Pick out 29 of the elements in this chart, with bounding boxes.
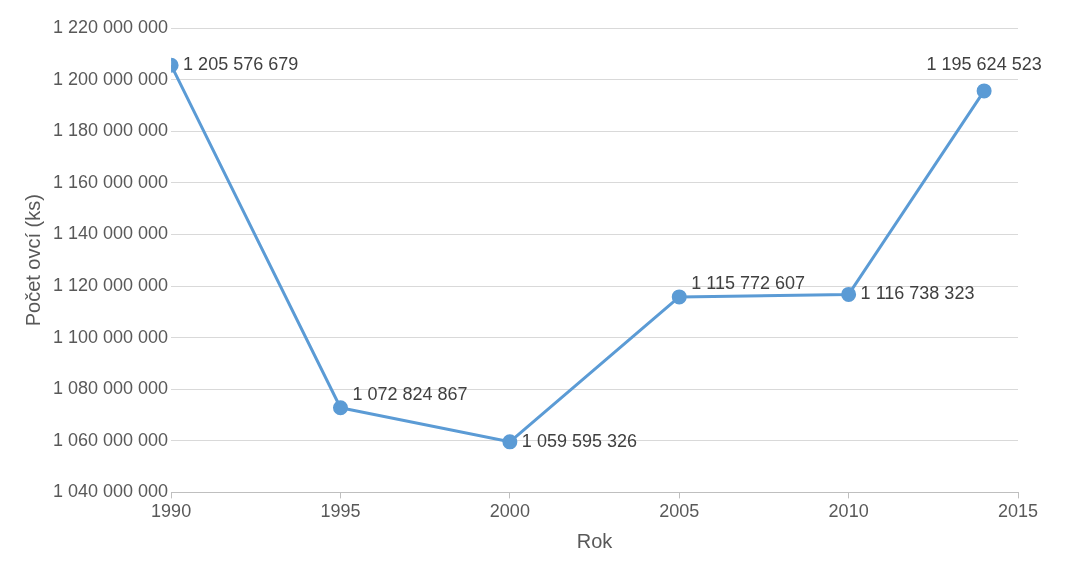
y-tick-label: 1 120 000 000 (52, 274, 169, 295)
point (502, 434, 518, 450)
y-tick-label: 1 160 000 000 (52, 171, 169, 192)
y-tick-label: 1 200 000 000 (52, 68, 169, 89)
y-tick-label: 1 060 000 000 (52, 429, 169, 450)
x-tick-label: 2010 (828, 501, 869, 522)
point (976, 83, 992, 99)
point (332, 400, 348, 416)
y-tick-label: 1 040 000 000 (52, 481, 169, 502)
y-tick-label: 1 100 000 000 (52, 326, 169, 347)
x-tick-label: 2000 (489, 501, 530, 522)
y-tick-label: 1 140 000 000 (52, 223, 169, 244)
data-label: 1 072 824 867 (352, 383, 468, 404)
x-tick-label: 2005 (659, 501, 700, 522)
y-axis-title: Počet ovcí (ks) (21, 194, 44, 327)
point (841, 286, 857, 302)
y-tick-label: 1 180 000 000 (52, 120, 169, 141)
x-tick-label: 1990 (151, 501, 192, 522)
data-label: 1 059 595 326 (521, 430, 637, 451)
data-label: 1 116 738 323 (860, 283, 975, 304)
x-axis-title: Rok (576, 529, 614, 552)
data-label: 1 195 624 523 (926, 53, 1042, 74)
y-tick-label: 1 080 000 000 (52, 378, 169, 399)
point (671, 289, 687, 305)
x-tick-label: 1995 (320, 501, 361, 522)
data-label: 1 205 576 679 (183, 54, 299, 75)
data-label: 1 115 772 607 (691, 272, 806, 293)
y-tick-label: 1 220 000 000 (52, 16, 169, 37)
x-tick-label: 2015 (997, 501, 1039, 522)
